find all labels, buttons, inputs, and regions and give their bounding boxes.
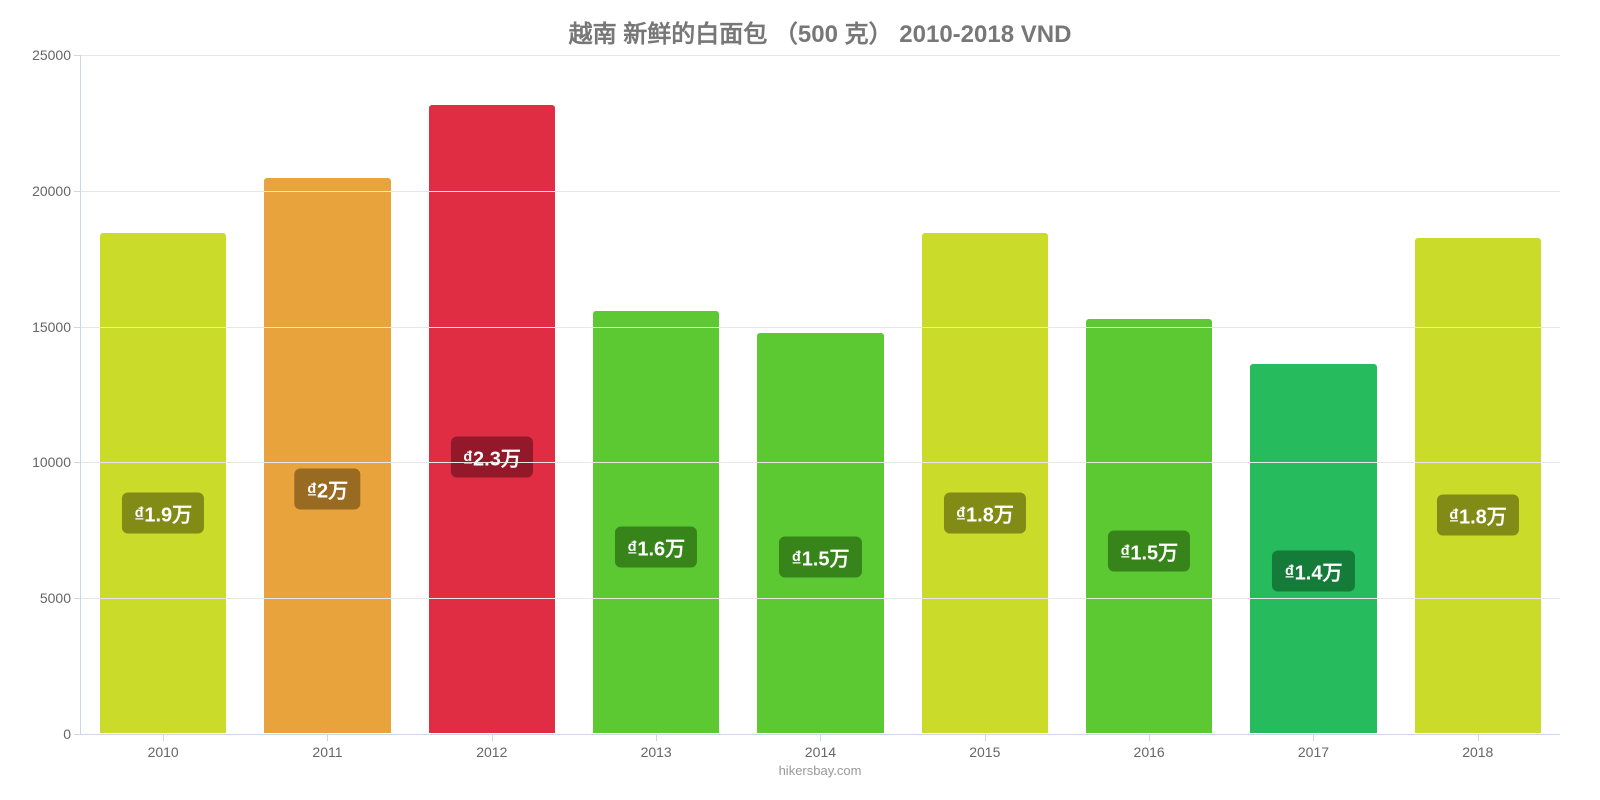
bar-value-label: ₫1.5万: [779, 537, 861, 578]
x-tick-mark: [163, 734, 164, 741]
grid-line: [81, 327, 1560, 328]
bar-value-label: ₫1.6万: [615, 527, 697, 568]
bar-value-label: ₫2.3万: [451, 436, 533, 477]
grid-line: [81, 462, 1560, 463]
x-tick-mark: [1313, 734, 1314, 741]
bar-value-label: ₫1.8万: [944, 492, 1026, 533]
bars-group: ₫1.9万2010₫2万2011₫2.3万2012₫1.6万2013₫1.5万2…: [81, 55, 1560, 734]
chart-container: 越南 新鲜的白面包 （500 克） 2010-2018 VND ₫1.9万201…: [0, 0, 1600, 800]
y-tick-mark: [74, 55, 81, 56]
x-tick-mark: [656, 734, 657, 741]
bar: ₫2.3万: [428, 104, 556, 734]
y-tick-mark: [74, 734, 81, 735]
bar-value-label: ₫1.9万: [122, 492, 204, 533]
x-tick-mark: [1149, 734, 1150, 741]
bar-slot: ₫1.4万2017: [1231, 55, 1395, 734]
bar-value-label: ₫1.5万: [1108, 531, 1190, 572]
bar-slot: ₫1.5万2016: [1067, 55, 1231, 734]
x-tick-mark: [820, 734, 821, 741]
x-tick-mark: [1478, 734, 1479, 741]
grid-line: [81, 598, 1560, 599]
y-tick-mark: [74, 327, 81, 328]
bar: ₫1.4万: [1249, 363, 1377, 734]
bar-slot: ₫1.5万2014: [738, 55, 902, 734]
x-tick-label: 2010: [148, 744, 179, 760]
bar-slot: ₫2万2011: [245, 55, 409, 734]
x-tick-label: 2015: [969, 744, 1000, 760]
bar-slot: ₫1.8万2015: [903, 55, 1067, 734]
y-tick-mark: [74, 191, 81, 192]
x-tick-label: 2013: [641, 744, 672, 760]
bar: ₫2万: [263, 177, 391, 734]
x-tick-mark: [327, 734, 328, 741]
grid-line: [81, 55, 1560, 56]
x-tick-mark: [985, 734, 986, 741]
x-tick-label: 2011: [312, 744, 342, 760]
y-tick-mark: [74, 598, 81, 599]
bar: ₫1.5万: [1085, 318, 1213, 734]
bar-slot: ₫1.6万2013: [574, 55, 738, 734]
x-tick-label: 2018: [1462, 744, 1493, 760]
x-tick-label: 2017: [1298, 744, 1329, 760]
bar-value-label: ₫2万: [295, 468, 360, 509]
bar: ₫1.6万: [592, 310, 720, 734]
x-tick-label: 2016: [1134, 744, 1165, 760]
chart-title: 越南 新鲜的白面包 （500 克） 2010-2018 VND: [80, 14, 1560, 49]
x-tick-label: 2012: [476, 744, 507, 760]
bar-slot: ₫1.9万2010: [81, 55, 245, 734]
bar-value-label: ₫1.4万: [1272, 550, 1354, 591]
x-tick-mark: [492, 734, 493, 741]
bar-slot: ₫1.8万2018: [1396, 55, 1560, 734]
bar: ₫1.5万: [756, 332, 884, 734]
bar-value-label: ₫1.8万: [1437, 495, 1519, 536]
credit-text: hikersbay.com: [80, 763, 1560, 778]
grid-line: [81, 191, 1560, 192]
y-tick-mark: [74, 462, 81, 463]
x-tick-label: 2014: [805, 744, 836, 760]
bar-slot: ₫2.3万2012: [410, 55, 574, 734]
plot-area: ₫1.9万2010₫2万2011₫2.3万2012₫1.6万2013₫1.5万2…: [80, 55, 1560, 735]
bar: ₫1.8万: [921, 232, 1049, 734]
bar: ₫1.9万: [99, 232, 227, 734]
bar: ₫1.8万: [1414, 237, 1542, 734]
